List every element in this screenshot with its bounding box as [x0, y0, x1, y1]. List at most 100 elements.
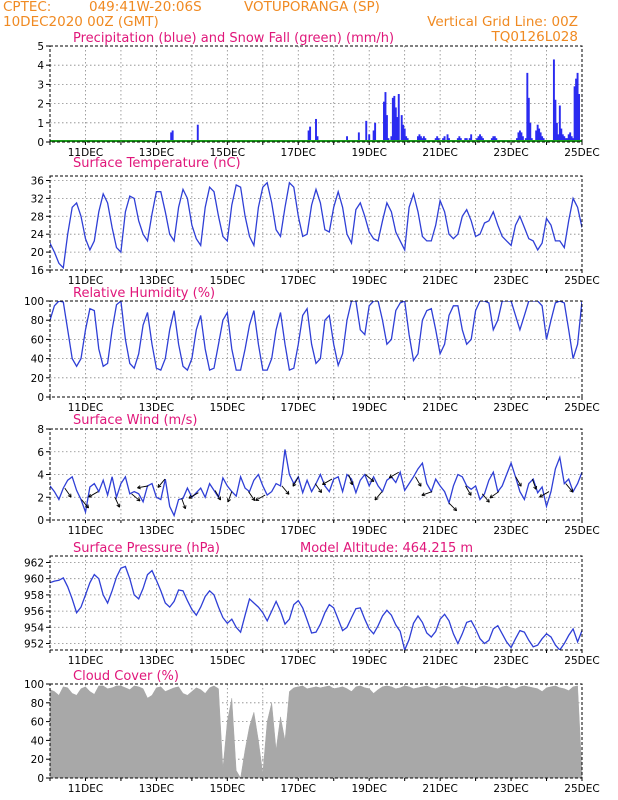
wind-arrow-head: [517, 484, 522, 487]
x-tick-label: 13DEC: [139, 147, 174, 159]
precip-bar: [443, 136, 446, 142]
run-time: 10DEC2020 00Z (GMT): [3, 14, 159, 30]
precip-bar: [385, 115, 388, 142]
y-tick-label: 4: [37, 470, 44, 482]
precip-bar: [315, 118, 317, 142]
x-tick-label: 15DEC: [210, 147, 245, 159]
x-tick-label: 23DEC: [493, 655, 528, 667]
pressure-line: [50, 565, 582, 650]
wind-arrow: [214, 490, 221, 501]
wind-arrow-head: [318, 490, 322, 494]
precip-bar: [400, 115, 403, 142]
y-tick-label: 3: [37, 79, 44, 91]
y-tick-label: 5: [37, 41, 44, 53]
y-tick-label: 2: [37, 99, 44, 111]
panel-pressure: Surface Pressure (hPa) Model Altitude: 46…: [24, 541, 600, 667]
precip-bar: [517, 132, 520, 142]
wind-arrow-head: [489, 494, 492, 499]
wind-arrow-head: [372, 478, 375, 482]
wind-arrow: [365, 474, 375, 482]
x-tick-label: 19DEC: [351, 655, 386, 667]
panel-title: Precipitation (blue) and Snow Fall (gree…: [73, 31, 394, 46]
precip-bar: [527, 97, 530, 142]
panel-frame: [49, 175, 583, 271]
precip-bar: [419, 136, 422, 142]
wind-arrow-head: [227, 498, 229, 502]
precip-bar: [554, 99, 557, 142]
y-tick-label: 956: [24, 606, 44, 618]
x-tick-label: 25DEC: [564, 783, 599, 795]
wind-arrow: [281, 485, 290, 495]
wind-arrow-head: [539, 493, 542, 498]
wind-arrow-head: [188, 494, 192, 499]
wind-arrow-head: [137, 485, 141, 489]
wind-arrow: [137, 485, 149, 489]
precip-bar: [569, 132, 572, 142]
precip-bar: [393, 95, 396, 142]
precip-bar: [372, 130, 375, 142]
y-tick-label: 16: [31, 265, 45, 277]
cloud-area: [49, 685, 583, 779]
wind-arrow: [181, 498, 186, 509]
x-tick-label: 11DEC: [68, 275, 103, 287]
precip-bar: [384, 92, 387, 142]
wind-arrow-head: [455, 507, 458, 511]
wind-arrow: [314, 483, 322, 493]
wind-arrow: [227, 491, 233, 503]
x-tick-label: 21DEC: [422, 147, 457, 159]
wind-arrow-head: [251, 498, 255, 501]
y-tick-label: 40: [31, 354, 44, 366]
wind-arrow: [114, 497, 120, 508]
y-tick-label: 954: [24, 622, 44, 634]
y-tick-label: 80: [31, 698, 44, 710]
wind-arrow-head: [421, 494, 426, 497]
wind-arrow: [292, 476, 299, 487]
wind-arrow-head: [137, 487, 141, 490]
coordinates: 049:41W-20:06S: [89, 0, 202, 15]
panel-rh: Relative Humidity (%) 0 20 40 60 80 100 11DEC 13…: [24, 286, 600, 414]
wind-arrow-head: [421, 492, 425, 496]
precip-bar: [521, 136, 524, 142]
wind-arrow-head: [184, 505, 187, 509]
x-tick-label: 23DEC: [493, 402, 528, 414]
precip-bar: [309, 126, 312, 142]
precip-bar: [539, 132, 542, 142]
wind-arrow: [515, 476, 522, 487]
precip-bar: [518, 130, 521, 142]
panel-title: Cloud Cover (%): [73, 669, 179, 684]
wind-arrow: [64, 487, 72, 498]
x-tick-label: 13DEC: [139, 525, 174, 537]
y-tick-label: 32: [31, 193, 44, 205]
x-tick-label: 11DEC: [68, 402, 103, 414]
wind-arrow: [255, 494, 266, 501]
precip-bar: [357, 132, 360, 142]
x-tick-label: 15DEC: [210, 655, 245, 667]
y-tick-label: 0: [37, 392, 44, 404]
y-tick-label: 20: [31, 247, 44, 259]
panel-frame: [49, 45, 583, 143]
precip-bar: [368, 134, 371, 142]
y-tick-label: 8: [37, 424, 44, 436]
wind-arrow-head: [370, 480, 374, 483]
precip-bar: [396, 117, 399, 142]
x-tick-label: 13DEC: [139, 275, 174, 287]
wind-arrow: [81, 499, 89, 509]
panel-title: Surface Temperature (nC): [73, 156, 241, 171]
panel-title: Surface Pressure (hPa): [73, 541, 220, 556]
precip-bar: [575, 78, 578, 142]
precip-bar: [391, 97, 394, 142]
x-tick-label: 17DEC: [281, 402, 316, 414]
precip-bar: [402, 124, 405, 142]
wind-arrow-head: [157, 483, 160, 488]
y-tick-label: 4: [37, 60, 44, 72]
x-tick-label: 11DEC: [68, 525, 103, 537]
x-tick-label: 25DEC: [564, 402, 599, 414]
y-tick-label: 100: [24, 679, 44, 691]
precip-bar: [470, 134, 473, 142]
x-tick-label: 21DEC: [422, 275, 457, 287]
wind-arrow: [322, 478, 333, 485]
y-tick-label: 0: [37, 137, 44, 149]
wind-arrow-head: [571, 488, 574, 493]
y-tick-label: 6: [37, 447, 44, 459]
